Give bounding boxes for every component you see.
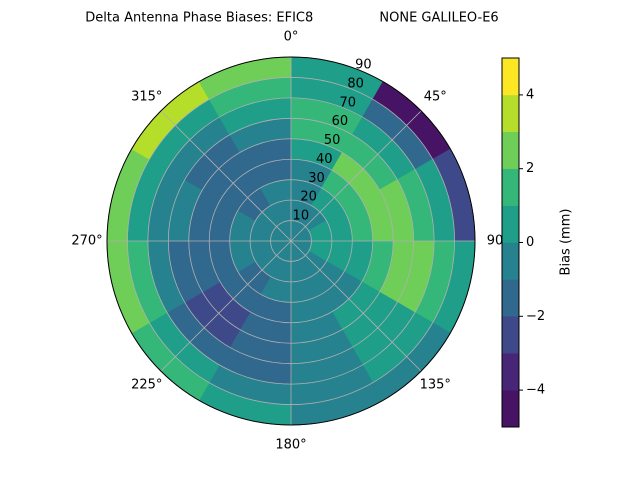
r-tick-label: 70 <box>339 95 356 110</box>
colorbar-label: Bias (mm) <box>559 209 574 276</box>
grid-spoke <box>160 110 292 242</box>
colorbar-segment <box>501 389 520 428</box>
grid-spoke <box>290 110 422 242</box>
theta-tick-label: 45° <box>424 89 447 104</box>
colorbar-segment <box>501 316 520 354</box>
colorbar-segment <box>501 242 520 280</box>
r-tick-label: 80 <box>347 76 364 91</box>
r-tick-label: 20 <box>300 190 317 205</box>
colorbar-tick-label: −2 <box>526 309 545 324</box>
theta-tick-label: 225° <box>131 378 162 393</box>
colorbar-tick-label: −4 <box>526 383 545 398</box>
grid-spoke <box>160 240 292 372</box>
theta-tick-label: 90 <box>487 234 504 249</box>
colorbar-segment <box>501 94 520 133</box>
colorbar-segment <box>501 57 520 96</box>
theta-tick-label: 135° <box>420 378 451 393</box>
colorbar-tick-label: 2 <box>526 161 534 176</box>
r-tick-label: 10 <box>293 209 310 224</box>
r-tick-label: 50 <box>324 133 341 148</box>
r-tick-label: 30 <box>308 171 325 186</box>
theta-tick-label: 0° <box>284 30 299 45</box>
r-tick-label: 60 <box>332 114 349 129</box>
colorbar-segment <box>501 352 520 391</box>
colorbar-segment <box>501 205 520 243</box>
colorbar-segment <box>501 168 520 206</box>
colorbar-segment <box>501 131 520 169</box>
r-tick-label: 40 <box>316 152 333 167</box>
colorbar-tick-label: 0 <box>526 235 534 250</box>
theta-tick-label: 315° <box>131 89 162 104</box>
polar-frame <box>106 56 476 426</box>
colorbar-tick-label: 4 <box>526 87 534 102</box>
theta-tick-label: 180° <box>275 438 306 453</box>
r-tick-label: 90 <box>355 58 372 73</box>
grid-spoke <box>290 240 422 372</box>
colorbar-segment <box>501 279 520 317</box>
theta-tick-label: 270° <box>71 234 102 249</box>
chart-title: Delta Antenna Phase Biases: EFIC8 NONE G… <box>85 11 498 26</box>
